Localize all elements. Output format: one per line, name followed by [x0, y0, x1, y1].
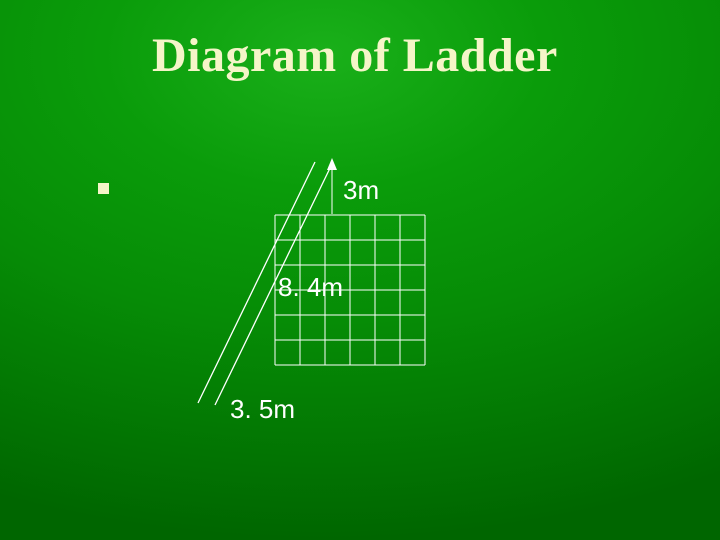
label-top-height: 3m: [343, 175, 379, 206]
height-arrow: [327, 158, 337, 214]
slide-root: Diagram of Ladder 3m 8. 4m 3. 5m: [0, 0, 720, 540]
label-hypotenuse: 8. 4m: [278, 272, 343, 303]
label-base: 3. 5m: [230, 394, 295, 425]
ladder-diagram: [0, 0, 720, 540]
